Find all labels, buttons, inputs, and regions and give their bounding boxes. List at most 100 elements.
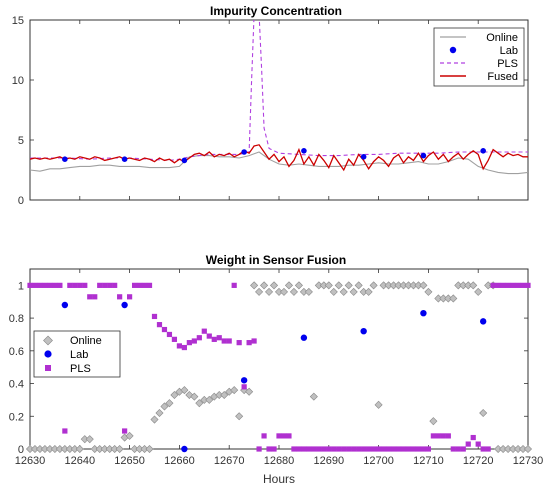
pls-weight-point (276, 433, 282, 439)
pls-weight-point (316, 446, 322, 452)
online-weight-point (424, 287, 433, 296)
lab-point (360, 154, 367, 160)
chart2-y-tick-label: 0.2 (9, 411, 24, 423)
pls-weight-point (127, 294, 133, 300)
chart1-y-tick-label: 10 (12, 75, 24, 87)
pls-weight-point (470, 434, 476, 441)
legend2-pls-marker-swatch (45, 365, 51, 371)
online-weight-point (245, 387, 254, 396)
online-weight-point (269, 281, 279, 290)
pls-weight-point (455, 446, 461, 452)
chart2-x-tick-label: 12650 (114, 455, 145, 467)
lab-weight-point (61, 301, 69, 309)
chart2-y-tick-label: 1 (18, 280, 24, 292)
chart2-y-tick-label: 0 (18, 444, 24, 456)
pls-weight-point (226, 338, 232, 344)
pls-weight-point (102, 282, 108, 288)
pls-weight-point (62, 428, 68, 434)
pls-weight-point (326, 446, 332, 452)
pls-weight-point (460, 446, 466, 452)
pls-weight-point (306, 446, 312, 452)
pls-weight-point (176, 343, 182, 349)
pls-weight-point (321, 446, 327, 452)
lab-point (181, 157, 188, 164)
chart2-y-tick-label: 0.6 (9, 346, 24, 358)
online-weight-point (429, 417, 438, 426)
pls-weight-point (181, 344, 187, 351)
pls-weight-point (331, 446, 337, 452)
online-weight-point (230, 386, 239, 395)
pls-weight-point (435, 433, 441, 439)
legend2-lab-marker-swatch (44, 350, 52, 358)
online-weight-point (469, 281, 478, 290)
series-pls-line (30, 20, 528, 161)
lab-weight-point (300, 334, 308, 341)
online-weight-point (369, 281, 378, 290)
pls-weight-point (216, 335, 222, 341)
chart2-x-tick-label: 12680 (264, 455, 295, 467)
chart2-title: Weight in Sensor Fusion (206, 253, 346, 267)
legend-lab-marker-swatch (449, 46, 457, 54)
online-weight-point (145, 444, 154, 454)
pls-weight-point (450, 446, 456, 452)
online-weight-point (449, 294, 458, 303)
pls-weight-point (301, 446, 307, 452)
pls-weight-point (500, 282, 506, 288)
lab-point (62, 156, 68, 162)
pls-weight-point (241, 384, 247, 390)
pls-weight-point (87, 294, 93, 300)
chart1-series (30, 20, 528, 175)
lab-point (480, 148, 486, 154)
pls-weight-point (112, 282, 118, 288)
pls-weight-point (42, 282, 48, 288)
pls-weight-point (136, 282, 143, 288)
pls-weight-point (27, 282, 33, 288)
pls-weight-point (146, 282, 153, 288)
online-weight-point (235, 412, 244, 421)
legend-pls-label: PLS (497, 58, 518, 70)
lab-point (420, 152, 427, 159)
online-weight-point (523, 444, 533, 454)
online-weight-point (339, 287, 348, 296)
pls-weight-point (425, 446, 431, 452)
pls-weight-point (281, 433, 287, 439)
legend2-lab-label: Lab (70, 349, 88, 361)
pls-weight-point (480, 446, 486, 452)
pls-weight-point (485, 446, 491, 452)
pls-weight-point (341, 446, 347, 452)
chart1-title: Impurity Concentration (210, 4, 342, 18)
pls-weight-point (445, 433, 451, 439)
pls-weight-point (440, 433, 446, 439)
pls-weight-point (400, 446, 407, 452)
pls-weight-point (525, 282, 531, 288)
pls-weight-point (385, 446, 392, 452)
pls-weight-point (405, 446, 412, 452)
online-weight-point (479, 408, 488, 418)
online-weight-point (220, 390, 229, 400)
chart1-y-tick-label: 5 (18, 135, 24, 147)
online-weight-point (255, 287, 264, 296)
lab-weight-point (479, 318, 487, 325)
chart2-x-tick-label: 12670 (214, 455, 245, 467)
pls-weight-point (465, 441, 471, 447)
legend-lab-label: Lab (500, 45, 518, 57)
pls-weight-point (151, 313, 158, 320)
lab-weight-point (360, 327, 367, 335)
pls-weight-point (191, 338, 197, 344)
chart2-x-tick-label: 12660 (164, 455, 195, 467)
pls-weight-point (311, 446, 317, 452)
chart1-y-tick-label: 0 (18, 195, 24, 207)
pls-weight-point (520, 282, 526, 288)
pls-weight-point (122, 428, 128, 434)
chart2-x-tick-label: 12720 (463, 455, 494, 467)
chart2-y-tick-label: 0.8 (9, 313, 24, 325)
chart2-series (25, 281, 533, 454)
online-weight-point (334, 281, 343, 290)
legend-fused-label: Fused (487, 71, 518, 83)
lab-weight-point (240, 377, 248, 384)
chart1-y-tick-label: 15 (12, 15, 24, 27)
online-weight-point (304, 287, 313, 296)
pls-weight-point (186, 340, 192, 346)
online-weight-point (125, 431, 134, 440)
